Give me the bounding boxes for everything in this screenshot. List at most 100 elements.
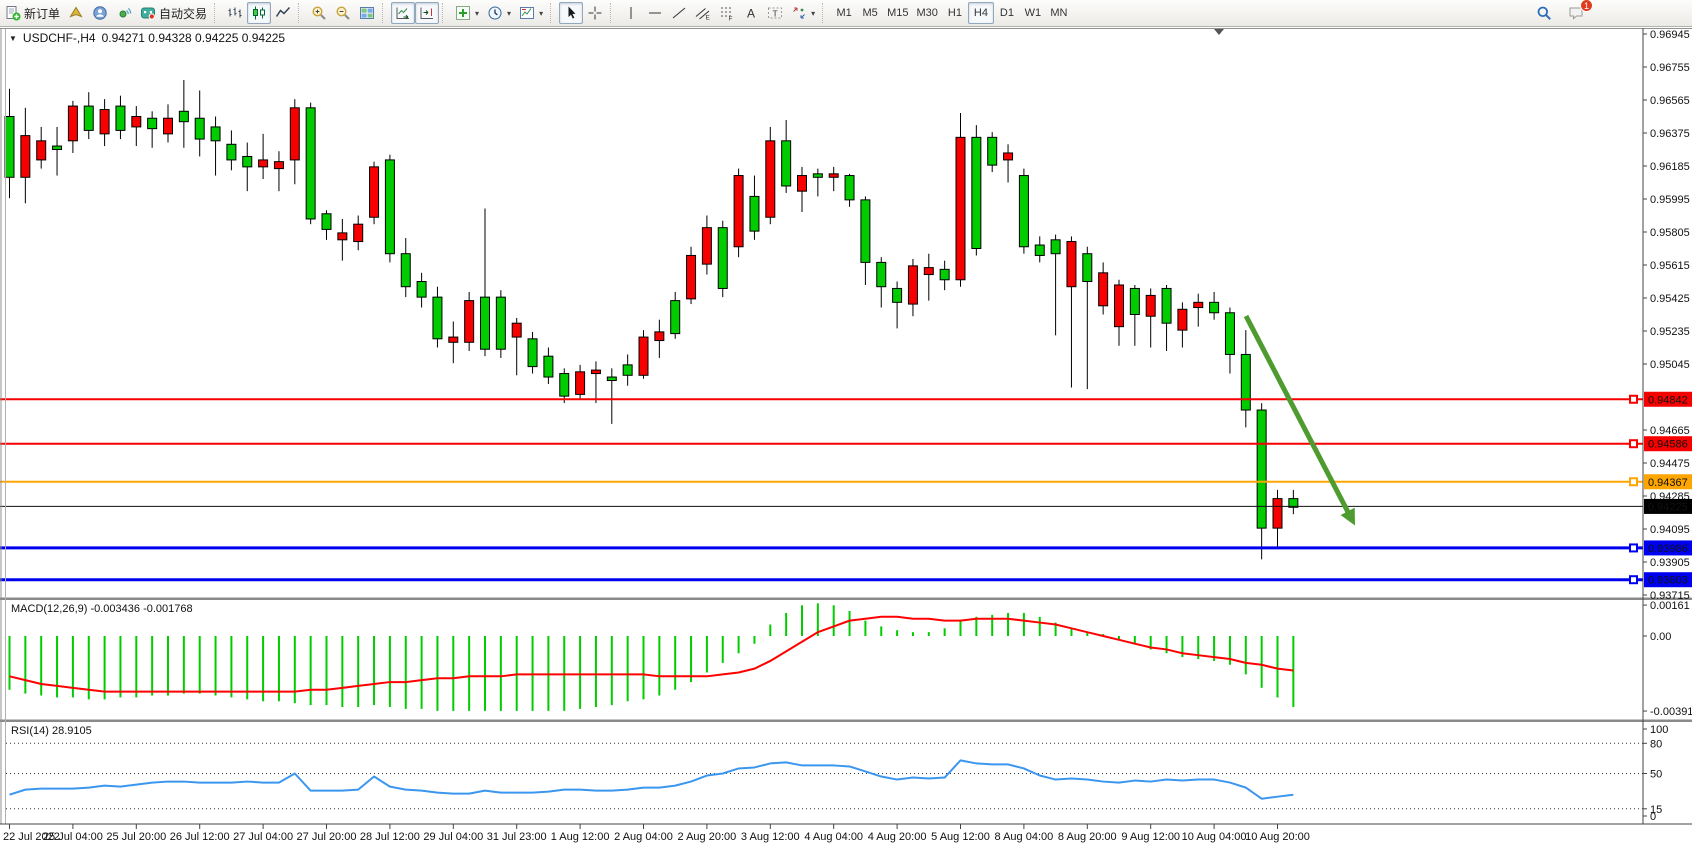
svg-text:0.96755: 0.96755 — [1650, 62, 1690, 74]
svg-text:25 Jul 04:00: 25 Jul 04:00 — [43, 831, 103, 843]
toolbar-separator — [550, 3, 556, 23]
svg-text:0: 0 — [1650, 811, 1656, 823]
trendline-button[interactable] — [667, 2, 691, 24]
rsi-axis-ticks[interactable]: 100 80 50 150 — [1643, 724, 1668, 823]
zoom-out-button[interactable] — [331, 2, 355, 24]
svg-text:1 Aug 12:00: 1 Aug 12:00 — [551, 831, 610, 843]
equidistant-channel-button[interactable]: E — [691, 2, 715, 24]
signals-button[interactable] — [112, 2, 136, 24]
svg-text:A: A — [747, 7, 755, 21]
search-icon — [1537, 6, 1551, 20]
chart-shift-marker[interactable] — [1214, 29, 1224, 35]
text-button[interactable]: A — [739, 2, 763, 24]
new-order-button[interactable]: 新订单 — [1, 2, 64, 24]
new-order-label: 新订单 — [24, 6, 61, 21]
vertical-line-button[interactable] — [619, 2, 643, 24]
timeframe-h4-button[interactable]: H4 — [967, 2, 994, 24]
gold-seal-icon — [69, 6, 83, 18]
channel-icon: E — [695, 8, 711, 21]
symbol-dropdown-icon[interactable]: ▼ — [9, 33, 17, 43]
horizontal-line-button[interactable] — [643, 2, 667, 24]
price-hline-0.94586[interactable] — [0, 439, 1643, 449]
timeframe-m1-button[interactable]: M1 — [831, 2, 857, 24]
chart-shift-button[interactable] — [415, 2, 440, 24]
arrows-button[interactable]: ▾ — [787, 2, 819, 24]
templates-button[interactable]: ▾ — [515, 2, 547, 24]
chart-symbol-period: USDCHF-,H4 — [22, 31, 96, 45]
notification-badge: 1 — [1580, 0, 1593, 12]
svg-text:0.95995: 0.95995 — [1650, 194, 1690, 206]
text-label-button[interactable]: T — [763, 2, 787, 24]
rsi-pane-separator[interactable] — [0, 719, 1692, 723]
hline-handle[interactable] — [1629, 394, 1638, 404]
price-hline-0.94367[interactable] — [0, 477, 1643, 487]
notifications-button[interactable]: 1 — [1564, 0, 1593, 24]
hline-handle[interactable] — [1629, 543, 1638, 553]
price-hline-0.93803[interactable] — [0, 575, 1643, 585]
chart-title-bar: ▼ USDCHF-,H4 0.94271 0.94328 0.94225 0.9… — [9, 31, 285, 45]
timeframe-m30-button[interactable]: M30 — [913, 2, 942, 24]
timeframe-w1-button[interactable]: W1 — [1020, 2, 1046, 24]
svg-text:0.93803: 0.93803 — [1648, 575, 1688, 587]
zoom-in-icon — [312, 6, 326, 20]
chevron-down-icon: ▾ — [475, 8, 480, 18]
macd-axis-ticks[interactable]: 0.00161 0.00 -0.00391 — [1643, 600, 1692, 718]
search-button[interactable] — [1532, 2, 1556, 24]
community-button[interactable] — [88, 2, 112, 24]
bar-chart-button[interactable] — [223, 2, 247, 24]
mql5-market-button[interactable] — [64, 2, 88, 24]
timeframe-m15-button[interactable]: M15 — [883, 2, 912, 24]
hline-handle[interactable] — [1629, 575, 1638, 585]
trend-arrow-annotation[interactable] — [1243, 314, 1355, 526]
autotrading-label: 自动交易 — [159, 6, 208, 21]
price-hline-0.94842[interactable] — [0, 394, 1643, 404]
crosshair-button[interactable] — [583, 2, 607, 24]
svg-text:29 Jul 04:00: 29 Jul 04:00 — [423, 831, 483, 843]
zoom-out-icon — [336, 6, 350, 20]
tile-windows-button[interactable] — [355, 2, 379, 24]
fibonacci-button[interactable]: F — [715, 2, 739, 24]
autotrading-button[interactable]: 自动交易 — [136, 2, 211, 24]
price-hline-0.93986[interactable] — [0, 543, 1643, 553]
cursor-button[interactable] — [559, 2, 584, 24]
timeframe-group: M1 M5 M15 M30 H1 H4 D1 W1 MN — [830, 0, 1073, 26]
svg-text:0.93905: 0.93905 — [1650, 557, 1690, 569]
price-label-0.94225: 0.94225 — [1644, 498, 1692, 514]
line-chart-button[interactable] — [271, 2, 295, 24]
timeframe-h1-button[interactable]: H1 — [942, 2, 968, 24]
chart-ohlc-values: 0.94271 0.94328 0.94225 0.94225 — [101, 31, 286, 45]
new-order-icon — [6, 6, 21, 21]
rsi-levels — [6, 742, 1643, 810]
timeframe-mn-button[interactable]: MN — [1046, 2, 1072, 24]
line-icon — [275, 6, 291, 17]
macd-pane-separator[interactable] — [0, 597, 1692, 601]
price-label-0.93803: 0.93803 — [1644, 572, 1692, 588]
candles — [4, 80, 1299, 560]
trend-icon — [672, 7, 686, 19]
svg-text:F: F — [729, 16, 733, 22]
chart-plot-area[interactable] — [0, 28, 1692, 848]
hline-handle[interactable] — [1629, 439, 1638, 449]
svg-text:10 Aug 20:00: 10 Aug 20:00 — [1245, 831, 1310, 843]
hline-handle[interactable] — [1629, 477, 1638, 487]
timeframe-m5-button[interactable]: M5 — [857, 2, 883, 24]
svg-text:0.94586: 0.94586 — [1648, 439, 1688, 451]
label-icon: T — [768, 7, 783, 19]
price-axis-ticks[interactable]: 0.96945 0.96755 0.96565 0.96375 0.96185 0.959… — [1643, 29, 1690, 602]
svg-text:4 Aug 20:00: 4 Aug 20:00 — [868, 831, 927, 843]
zoom-in-button[interactable] — [307, 2, 331, 24]
candlestick-chart-button[interactable] — [247, 2, 272, 24]
chart-canvas[interactable]: 0.96945 0.96755 0.96565 0.96375 0.96185 0.959… — [0, 28, 1692, 848]
periods-button[interactable]: ▾ — [483, 2, 515, 24]
svg-text:4 Aug 04:00: 4 Aug 04:00 — [804, 831, 863, 843]
svg-text:0.94225: 0.94225 — [1648, 501, 1688, 513]
svg-text:0.96945: 0.96945 — [1650, 29, 1690, 41]
toolbar-group: 新订单 自动交易 — [0, 0, 212, 26]
indicators-button[interactable]: ▾ — [451, 2, 483, 24]
svg-text:0.93715: 0.93715 — [1650, 590, 1690, 602]
price-label-0.94367: 0.94367 — [1644, 474, 1692, 490]
timeframe-d1-button[interactable]: D1 — [994, 2, 1020, 24]
auto-scroll-button[interactable] — [391, 2, 416, 24]
svg-text:50: 50 — [1650, 769, 1662, 781]
